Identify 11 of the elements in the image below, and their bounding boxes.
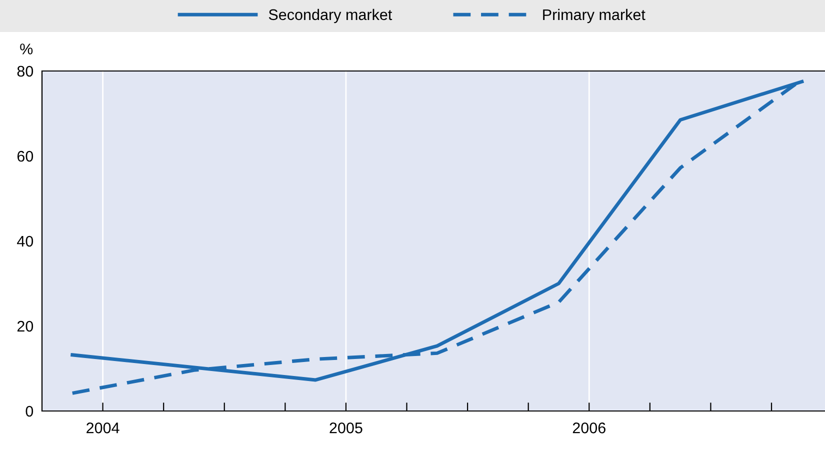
y-tick-label: 80 — [17, 66, 34, 77]
y-axis-title: % — [20, 44, 33, 54]
x-tick-label: 2004 — [86, 422, 120, 434]
y-tick-label: 0 — [26, 406, 34, 417]
legend-label: Primary market — [543, 8, 646, 24]
y-tick-label: 20 — [17, 320, 34, 332]
x-tick-label: 2005 — [330, 422, 362, 434]
y-tick-label: 60 — [17, 150, 34, 162]
y-tick-label: 40 — [17, 236, 34, 247]
legend-label: Secondary market — [268, 8, 392, 24]
x-tick-label: 2006 — [572, 422, 606, 434]
